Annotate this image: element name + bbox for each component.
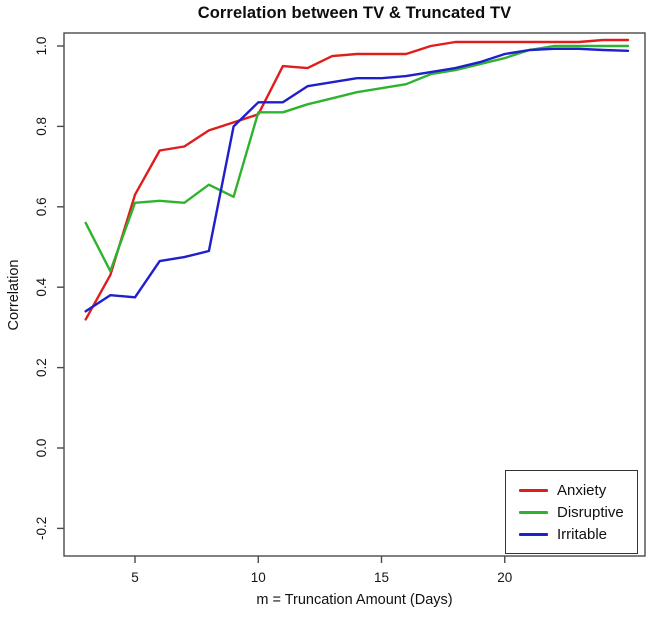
x-axis-tick-label: 10 <box>251 570 266 585</box>
series-line-irritable <box>84 47 630 313</box>
x-axis-tick-label: 5 <box>131 570 139 585</box>
y-axis-label: Correlation <box>6 259 22 331</box>
y-axis-tick-label: 0.4 <box>34 277 49 296</box>
legend-label: Anxiety <box>557 481 607 499</box>
legend-line-sample <box>519 532 548 536</box>
legend-line-sample <box>519 488 548 492</box>
series-line-anxiety <box>84 38 630 321</box>
plot-box <box>63 32 646 557</box>
x-axis-label: m = Truncation Amount (Days) <box>256 592 453 608</box>
y-axis-tick-label: 0.2 <box>34 358 49 377</box>
legend-entry-disruptive: Disruptive <box>519 503 637 522</box>
x-axis-tick-label: 15 <box>374 570 389 585</box>
legend-entry-irritable: Irritable <box>519 525 637 544</box>
y-axis-tick-label: -0.2 <box>34 517 49 540</box>
y-axis-tick-label: 1.0 <box>34 37 49 56</box>
legend-label: Irritable <box>557 525 608 543</box>
legend: Anxiety Disruptive Irritable <box>505 470 638 554</box>
chart-title: Correlation between TV & Truncated TV <box>197 4 512 22</box>
y-axis-tick-label: 0.0 <box>34 439 49 458</box>
series-line-disruptive <box>84 44 630 273</box>
y-axis-tick-label: 0.8 <box>34 117 49 136</box>
legend-label: Disruptive <box>557 503 624 521</box>
legend-entry-anxiety: Anxiety <box>519 481 637 500</box>
y-axis-tick-label: 0.6 <box>34 197 49 216</box>
legend-line-sample <box>519 510 548 514</box>
x-axis-tick-label: 20 <box>497 570 512 585</box>
